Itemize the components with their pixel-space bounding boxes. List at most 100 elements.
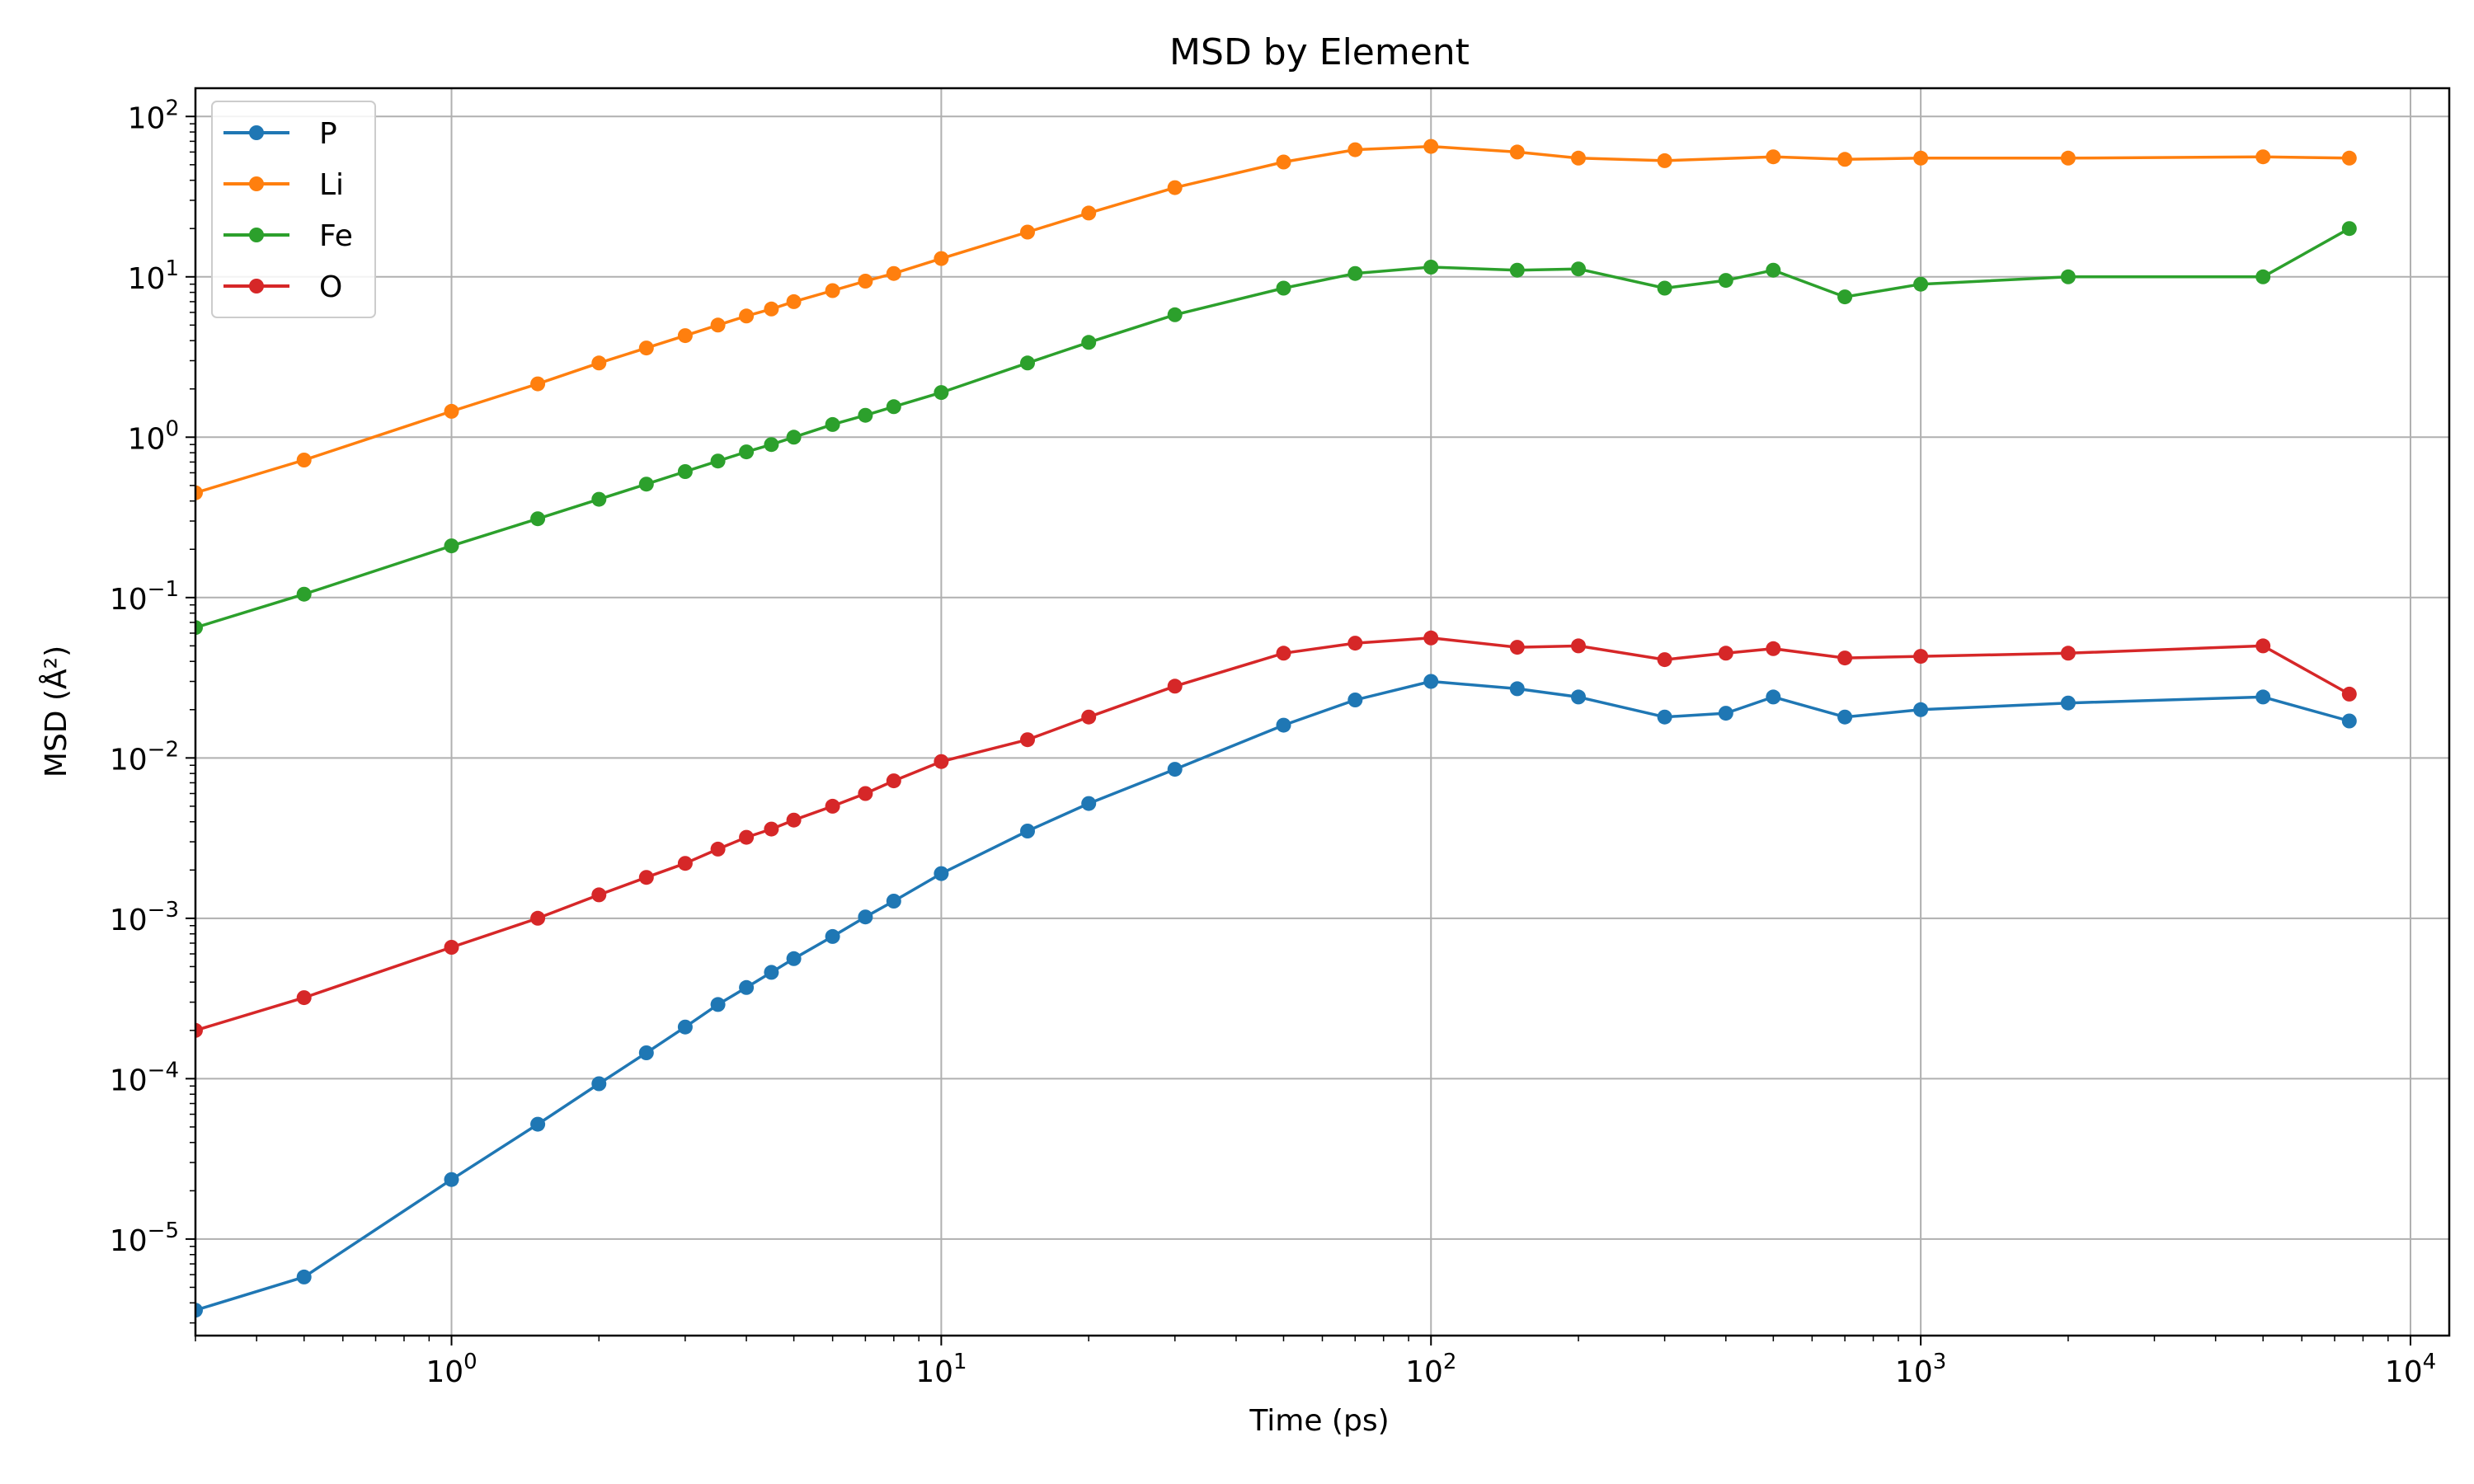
- data-point: [886, 399, 901, 415]
- data-point: [677, 856, 693, 871]
- data-point: [739, 829, 755, 845]
- x-tick-label: 102: [1405, 1350, 1456, 1389]
- data-point: [2255, 149, 2271, 165]
- data-point: [1167, 762, 1183, 777]
- data-point: [2060, 269, 2076, 284]
- data-point: [886, 773, 901, 789]
- data-point: [825, 928, 840, 944]
- data-point: [764, 437, 779, 453]
- data-point: [858, 274, 873, 289]
- data-point: [638, 1045, 654, 1060]
- legend-swatch-marker: [249, 176, 264, 191]
- data-point: [1766, 689, 1781, 705]
- data-point: [1276, 717, 1291, 733]
- data-point: [764, 301, 779, 317]
- data-point: [1718, 706, 1733, 721]
- data-point: [677, 328, 693, 344]
- data-point: [1509, 262, 1525, 278]
- legend-item-o: O: [223, 270, 342, 304]
- data-point: [1167, 679, 1183, 694]
- data-point: [638, 870, 654, 885]
- data-point: [1423, 260, 1439, 275]
- data-point: [530, 511, 546, 527]
- data-point: [530, 1116, 546, 1132]
- series-p: [195, 674, 2357, 1318]
- data-point: [825, 416, 840, 432]
- data-point: [934, 385, 949, 401]
- data-point: [2255, 269, 2271, 284]
- data-point: [195, 1022, 203, 1038]
- series-o: [195, 630, 2357, 1038]
- y-axis-ticks: 10−5 10−4 10−3 10−2 10−1 100 101 102: [110, 96, 195, 1324]
- data-point: [638, 477, 654, 492]
- data-point: [1913, 276, 1929, 292]
- data-point: [1718, 646, 1733, 661]
- data-point: [710, 997, 726, 1012]
- data-point: [1509, 681, 1525, 697]
- data-point: [934, 754, 949, 769]
- legend-label: P: [319, 117, 337, 151]
- y-tick-label: 10−4: [110, 1058, 179, 1097]
- data-point: [444, 538, 459, 554]
- data-point: [786, 294, 802, 309]
- data-point: [764, 965, 779, 980]
- data-point: [2341, 713, 2357, 729]
- chart-title: MSD by Element: [1169, 31, 1470, 73]
- data-point: [1020, 355, 1035, 371]
- data-point: [195, 1303, 203, 1318]
- data-point: [591, 355, 607, 371]
- data-point: [195, 485, 203, 500]
- data-point: [1081, 796, 1097, 811]
- data-point: [296, 990, 312, 1006]
- legend-item-fe: Fe: [223, 219, 353, 253]
- data-point: [710, 841, 726, 857]
- data-point: [710, 453, 726, 469]
- data-point: [1509, 144, 1525, 160]
- data-point: [886, 265, 901, 281]
- data-point: [1276, 280, 1291, 296]
- data-point: [1423, 674, 1439, 689]
- x-axis-ticks: 100 101 102 103 104: [195, 1336, 2436, 1389]
- data-point: [1348, 636, 1363, 651]
- legend-label: Li: [319, 168, 344, 202]
- data-point: [1657, 280, 1672, 296]
- x-axis-label: Time (ps): [1249, 1404, 1389, 1438]
- data-point: [739, 979, 755, 995]
- data-point: [2060, 695, 2076, 711]
- data-point: [1718, 273, 1733, 289]
- data-point: [1766, 149, 1781, 165]
- data-point: [825, 798, 840, 814]
- data-point: [444, 940, 459, 955]
- x-tick-label: 103: [1895, 1350, 1946, 1389]
- data-point: [677, 464, 693, 479]
- series-li: [195, 139, 2357, 500]
- y-tick-label: 101: [128, 256, 179, 296]
- data-point: [739, 444, 755, 460]
- data-point: [825, 283, 840, 298]
- data-point: [858, 786, 873, 801]
- legend-label: O: [319, 270, 342, 304]
- y-tick-label: 10−3: [110, 898, 179, 937]
- data-point: [1081, 205, 1097, 221]
- data-point: [444, 1172, 459, 1187]
- data-point: [296, 586, 312, 602]
- data-point: [1913, 702, 1929, 717]
- data-point: [296, 453, 312, 467]
- data-point: [1020, 824, 1035, 838]
- data-point: [444, 403, 459, 419]
- data-point: [1837, 650, 1853, 666]
- data-point: [1571, 150, 1586, 166]
- data-point: [1081, 709, 1097, 725]
- data-point: [1276, 646, 1291, 661]
- legend-swatch-marker: [249, 279, 264, 294]
- x-tick-label: 100: [426, 1350, 477, 1389]
- data-point: [1913, 150, 1929, 166]
- legend-frame: [211, 101, 376, 318]
- data-point: [2255, 638, 2271, 654]
- data-point: [764, 821, 779, 837]
- data-point: [677, 1019, 693, 1035]
- y-tick-label: 10−5: [110, 1219, 179, 1258]
- data-point: [1913, 649, 1929, 665]
- data-point: [934, 866, 949, 881]
